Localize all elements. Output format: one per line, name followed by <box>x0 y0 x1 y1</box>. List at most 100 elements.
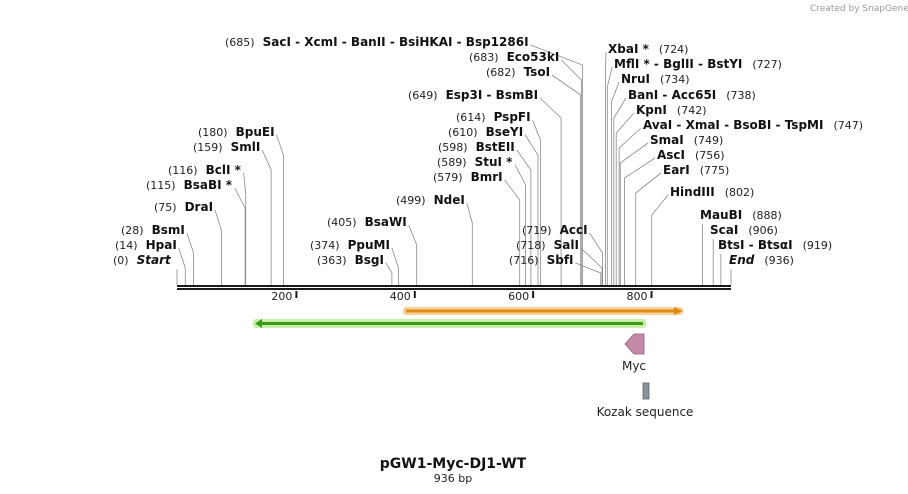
cut-site-leader-line <box>530 44 583 285</box>
cut-site-leaders <box>176 44 732 285</box>
site-label[interactable]: (14) HpaI <box>115 238 177 252</box>
backbone-top-strand <box>177 285 731 287</box>
ruler-tick-label: 800 <box>627 290 648 303</box>
cut-site-leader-line <box>651 194 669 285</box>
site-label[interactable]: HindIII (802) <box>670 185 754 199</box>
site-label[interactable]: XbaI * (724) <box>608 42 688 56</box>
site-label[interactable]: BanI - Acc65I (738) <box>628 88 756 102</box>
site-label[interactable]: (579) BmrI <box>433 170 503 184</box>
ruler-tick <box>532 291 535 298</box>
site-label[interactable]: (682) TsoI <box>486 65 550 79</box>
cut-site-leader-line <box>618 127 642 285</box>
green-feature-arrow[interactable] <box>253 319 646 328</box>
site-label[interactable]: (159) SmlI <box>193 140 260 154</box>
cut-site-leader-line <box>391 247 399 285</box>
sequence-length: 936 bp <box>434 472 472 485</box>
cut-site-leader-line <box>276 134 284 285</box>
orange-feature-arrow[interactable] <box>403 307 683 315</box>
cut-site-leader-line <box>408 224 418 285</box>
ruler-ticks: 200 400 600 800 <box>271 290 653 303</box>
cut-site-leader-line <box>261 149 272 285</box>
orange-arrow-body <box>406 309 674 313</box>
ruler-tick <box>295 291 298 298</box>
site-label[interactable]: (589) StuI * <box>437 155 513 169</box>
cut-site-labels: (0) Start (14) HpaI (28) BsmI (75) DraI (115… <box>113 35 863 267</box>
kozak-box <box>642 382 650 400</box>
site-label[interactable]: (614) PspFI <box>456 110 531 124</box>
site-label[interactable]: End (936) <box>729 253 794 267</box>
site-label[interactable]: (180) BpuEI <box>198 125 275 139</box>
site-label[interactable]: (718) SalI <box>516 238 579 252</box>
myc-feature[interactable]: Myc <box>622 333 646 373</box>
page-title: pGW1-Myc-DJ1-WT <box>380 456 527 472</box>
kozak-feature[interactable]: Kozak sequence <box>597 382 694 419</box>
cut-site-leader-line <box>178 247 186 285</box>
site-label[interactable]: KpnI (742) <box>636 103 707 117</box>
kozak-label: Kozak sequence <box>597 405 694 419</box>
site-label[interactable]: (649) Esp3I - BsmBI <box>408 88 538 102</box>
site-label[interactable]: ScaI (906) <box>710 223 778 237</box>
site-label[interactable]: MauBI (888) <box>700 208 782 222</box>
site-label[interactable]: (374) PpuMI <box>310 238 390 252</box>
ruler-tick <box>413 291 416 298</box>
cut-site-leader-line <box>624 157 656 285</box>
cut-site-leader-line <box>466 202 473 285</box>
cut-site-leader-line <box>504 179 521 285</box>
snapgene-credit: Created by SnapGene <box>810 4 908 14</box>
myc-label: Myc <box>622 359 646 373</box>
site-label[interactable]: (685) SacI - XcmI - BanII - BsiHKAI - Bsp… <box>225 35 529 49</box>
ruler-tick <box>650 291 653 298</box>
site-label[interactable]: EarI (775) <box>663 163 729 177</box>
site-label[interactable]: (28) BsmI <box>121 223 185 237</box>
cut-site-leader-line <box>615 112 635 285</box>
cut-site-leader-line <box>539 97 562 285</box>
cut-site-leader-line <box>589 232 603 285</box>
cut-site-leader-line <box>186 232 194 285</box>
site-label[interactable]: (598) BstEII <box>438 140 515 154</box>
cut-site-leader-line <box>214 209 222 285</box>
cut-site-leader-line <box>635 172 662 285</box>
site-label[interactable]: (716) SbfI <box>509 253 574 267</box>
site-label[interactable]: (0) Start <box>113 253 172 267</box>
orange-arrow-head <box>674 307 683 315</box>
cut-site-leader-line <box>524 134 539 285</box>
site-label[interactable]: AscI (756) <box>657 148 725 162</box>
site-label[interactable]: (75) DraI <box>154 200 213 214</box>
site-label[interactable]: (116) BclI * <box>168 163 242 177</box>
site-label[interactable]: (499) NdeI <box>396 193 465 207</box>
map-title-block: pGW1-Myc-DJ1-WT 936 bp <box>380 456 527 485</box>
site-label[interactable]: (405) BsaWI <box>327 215 407 229</box>
cut-site-leader-line <box>385 262 393 285</box>
site-label[interactable]: SmaI (749) <box>650 133 723 147</box>
backbone-bottom-strand <box>177 288 731 290</box>
site-label[interactable]: MflI * - BglII - BstYI (727) <box>614 57 782 71</box>
cut-site-leader-line <box>532 119 541 285</box>
cut-site-leader-line <box>575 262 602 285</box>
cut-site-leader-line <box>234 187 246 285</box>
cut-site-leader-line <box>580 247 603 285</box>
site-label[interactable]: (115) BsaBI * <box>146 178 233 192</box>
site-label[interactable]: (683) Eco53kI <box>469 50 559 64</box>
cut-site-leader-line <box>561 59 582 285</box>
site-label[interactable]: (610) BseYI <box>448 125 523 139</box>
ruler-tick-label: 600 <box>508 290 529 303</box>
cut-site-leader-line <box>613 97 627 285</box>
green-arrow-body <box>262 322 643 325</box>
myc-arrow-icon <box>624 333 645 355</box>
cut-site-leader-line <box>611 81 620 285</box>
site-label[interactable]: (363) BsgI <box>317 253 384 267</box>
site-label[interactable]: BtsI - BtsαI (919) <box>718 238 832 252</box>
cut-site-leader-line <box>605 51 607 285</box>
cut-site-leader-line <box>514 164 526 285</box>
cut-site-leader-line <box>619 142 649 285</box>
site-label[interactable]: NruI (734) <box>621 72 690 86</box>
cut-site-leader-line <box>516 149 532 285</box>
credit-text: Created by SnapGene <box>810 4 908 14</box>
cut-site-leader-line <box>243 172 247 285</box>
site-label[interactable]: (719) AccI <box>522 223 588 237</box>
backbone <box>177 285 731 290</box>
cut-site-leader-line <box>551 74 582 285</box>
ruler-tick-label: 200 <box>271 290 292 303</box>
site-label[interactable]: AvaI - XmaI - BsoBI - TspMI (747) <box>643 118 863 132</box>
